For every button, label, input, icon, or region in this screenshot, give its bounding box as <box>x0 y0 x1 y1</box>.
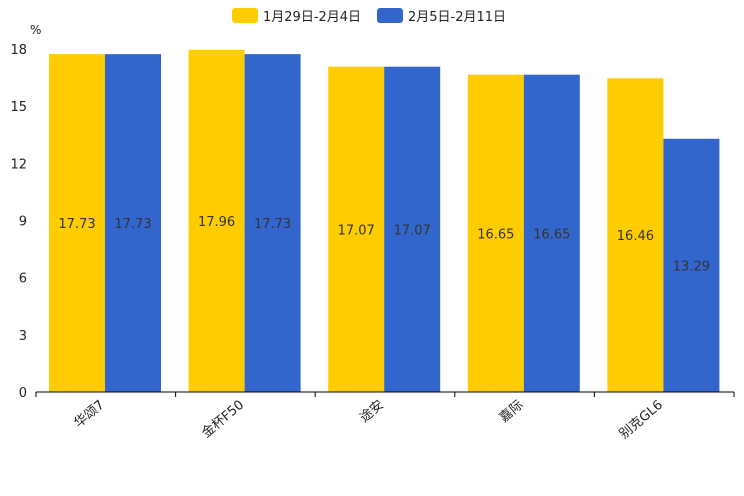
x-axis-category-labels: 华颂7 金杯F50 途安 嘉际 别克GL6 <box>72 397 666 442</box>
y-tick-label-12: 12 <box>10 157 27 172</box>
bar-series-2-4 <box>523 74 580 392</box>
data-label-series-2-1: 17.73 <box>114 217 151 232</box>
y-tick-label-9: 9 <box>19 215 27 230</box>
x-category-label-2: 金杯F50 <box>199 397 248 441</box>
y-tick-label-0: 0 <box>19 386 27 401</box>
legend-swatch-series-2 <box>377 8 403 23</box>
x-axis-ticks <box>35 392 735 397</box>
bar-series-1-5 <box>607 78 664 393</box>
legend: 1月29日-2月4日 2月5日-2月11日 <box>232 8 506 25</box>
data-label-series-2-4: 16.65 <box>533 227 570 242</box>
data-labels: 17.73 17.73 17.96 17.73 17.07 17.07 16.65 16.65… <box>58 215 710 274</box>
data-label-series-1-5: 16.46 <box>617 229 654 244</box>
legend-label-series-1: 1月29日-2月4日 <box>263 10 361 25</box>
legend-label-series-2: 2月5日-2月11日 <box>408 10 506 25</box>
y-tick-label-18: 18 <box>10 43 27 58</box>
bar-series-2-2 <box>244 54 301 393</box>
bar-series-1-4 <box>467 74 524 392</box>
data-label-series-1-4: 16.65 <box>477 227 514 242</box>
bar-series-2-5 <box>663 138 720 392</box>
data-label-series-2-2: 17.73 <box>254 217 291 232</box>
bar-series-2-3 <box>384 66 441 392</box>
x-category-label-5: 别克GL6 <box>617 398 666 443</box>
x-category-label-4: 嘉际 <box>497 398 527 426</box>
bar-series-2-1 <box>105 54 161 393</box>
y-axis-unit-label: % <box>30 23 41 37</box>
data-label-series-2-5: 13.29 <box>673 259 710 274</box>
data-label-series-1-2: 17.96 <box>198 215 235 230</box>
x-category-label-3: 途安 <box>357 397 387 426</box>
data-label-series-2-3: 17.07 <box>394 223 431 238</box>
bar-series-1-2 <box>188 49 245 393</box>
bars <box>49 49 720 393</box>
legend-swatch-series-1 <box>232 8 258 23</box>
data-label-series-1-3: 17.07 <box>338 223 375 238</box>
x-category-label-1: 华颂7 <box>72 398 108 432</box>
data-label-series-1-1: 17.73 <box>58 217 95 232</box>
y-axis-ticks: 0 3 6 9 12 15 18 <box>10 43 27 401</box>
y-tick-label-6: 6 <box>19 272 27 287</box>
bar-series-1-1 <box>49 54 105 393</box>
y-tick-label-15: 15 <box>10 100 27 115</box>
bar-series-1-3 <box>328 66 385 392</box>
y-tick-label-3: 3 <box>19 329 27 344</box>
